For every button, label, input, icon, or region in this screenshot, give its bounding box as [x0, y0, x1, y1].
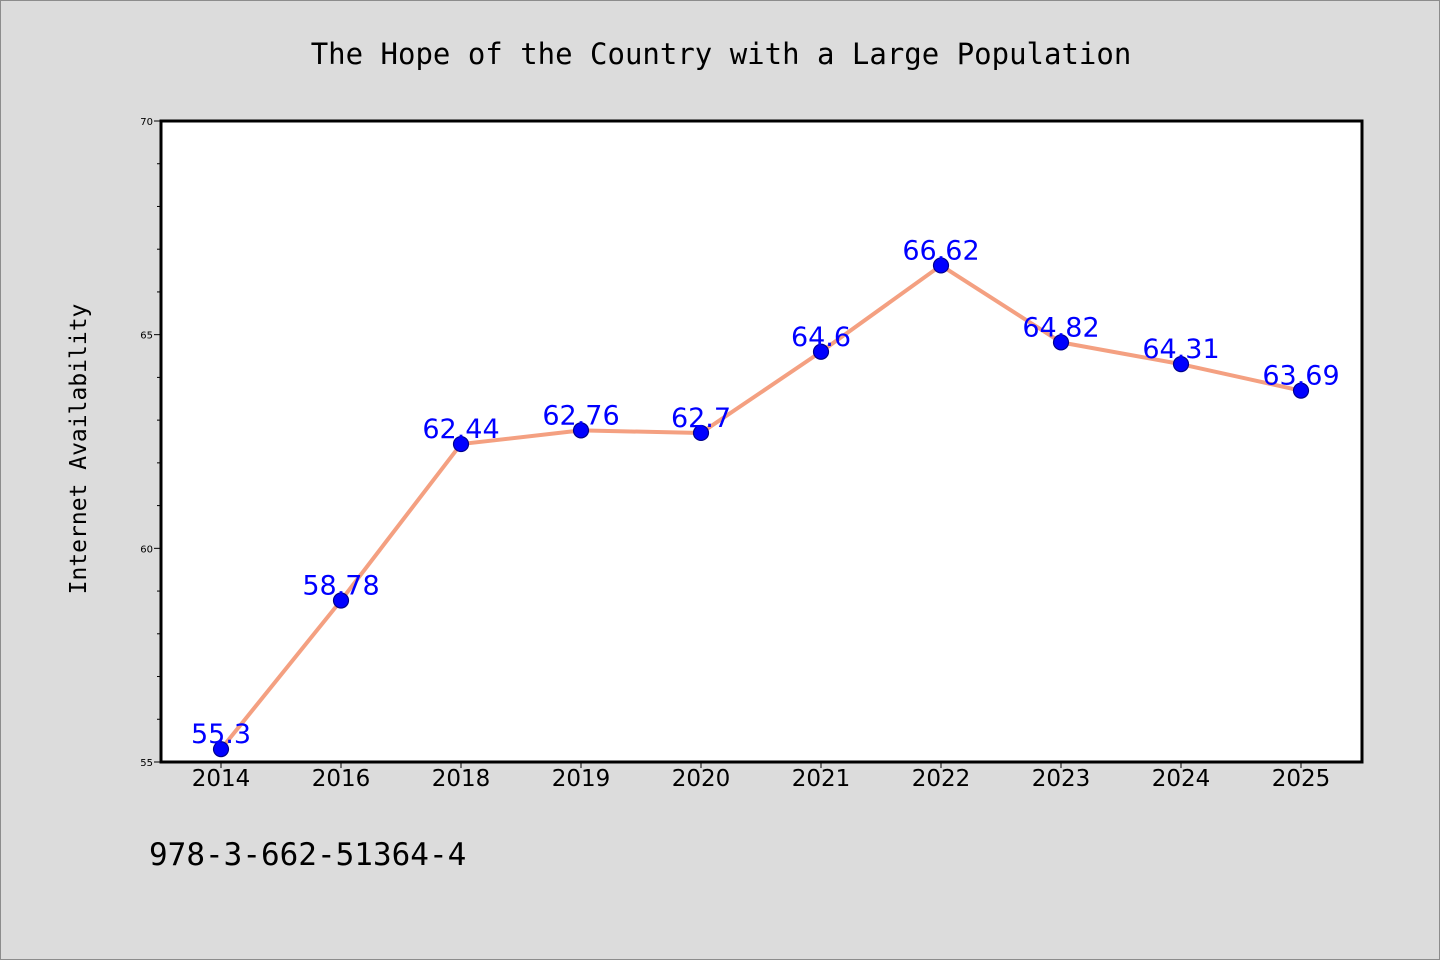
data-point-marker	[1172, 356, 1190, 373]
plot-area	[161, 121, 1362, 762]
x-tick-label: 2014	[192, 766, 251, 792]
series-line	[219, 263, 1303, 752]
data-point-marker	[1052, 334, 1070, 351]
data-label: 58.78	[302, 570, 379, 601]
data-label: 62.44	[422, 414, 499, 445]
x-tick-label: 2025	[1272, 766, 1331, 792]
x-tick-label: 2018	[432, 766, 491, 792]
y-axis-label: Internet Availability	[66, 304, 92, 595]
x-tick-label: 2022	[912, 766, 971, 792]
data-label: 64.82	[1022, 312, 1099, 343]
data-point-marker	[212, 741, 230, 758]
isbn-text: 978-3-662-51364-4	[149, 837, 466, 873]
x-tick-label: 2016	[312, 766, 371, 792]
data-point-marker	[932, 257, 950, 274]
x-tick-label: 2024	[1152, 766, 1211, 792]
x-tick-label: 2023	[1032, 766, 1091, 792]
data-label: 55.3	[191, 719, 251, 750]
x-tick-label: 2020	[672, 766, 731, 792]
chart-title: The Hope of the Country with a Large Pop…	[311, 37, 1132, 71]
data-point-marker	[452, 435, 470, 453]
data-label: 64.6	[791, 322, 851, 353]
data-label: 63.69	[1262, 361, 1339, 392]
x-tick-label: 2019	[552, 766, 611, 792]
data-point-marker	[572, 422, 590, 439]
y-tick-label: 60	[140, 544, 153, 555]
data-point-marker	[692, 424, 710, 442]
data-label: 66.62	[902, 235, 979, 266]
data-label: 62.7	[671, 403, 731, 434]
x-tick-label: 2021	[792, 766, 851, 792]
data-label: 62.76	[542, 400, 619, 431]
y-tick-label: 55	[140, 758, 153, 769]
series-line-group	[212, 257, 1310, 758]
x-axis-ticks: 2014 2016 2018 2019 2020 2021 2022 2023 2024 2025	[192, 762, 1331, 792]
data-point-marker	[812, 343, 830, 360]
plot-frame	[159, 119, 1364, 764]
data-label: 64.31	[1142, 334, 1219, 365]
data-labels-group: 55.3 58.78 62.44 62.76 62.7 64.6 66.62 64.82 64.…	[191, 235, 1340, 750]
y-tick-label: 65	[140, 331, 153, 342]
data-point-marker	[332, 592, 350, 609]
y-tick-label: 70	[140, 117, 153, 128]
data-point-marker	[1292, 382, 1310, 399]
